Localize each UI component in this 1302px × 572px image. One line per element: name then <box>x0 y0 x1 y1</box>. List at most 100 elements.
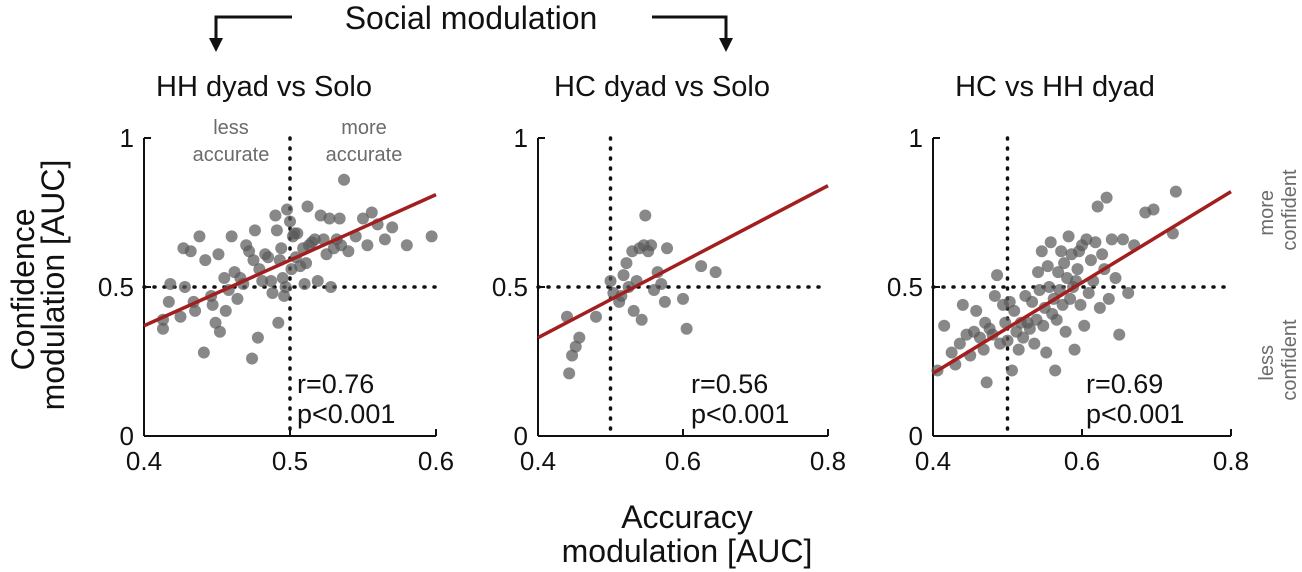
data-point <box>658 295 671 308</box>
y-tick-label: 0 <box>120 421 134 451</box>
data-point <box>1040 346 1053 359</box>
data-point <box>980 376 993 389</box>
y-tick-label: 0.5 <box>887 272 923 302</box>
data-point <box>1058 257 1071 270</box>
data-point <box>645 239 658 252</box>
regression-line <box>537 184 829 340</box>
less-accurate-line-1: less <box>213 117 249 139</box>
data-point <box>695 260 708 273</box>
data-point <box>231 292 244 305</box>
more-confident-line-2: confident <box>1279 169 1301 251</box>
data-point <box>301 200 314 213</box>
data-point <box>1017 331 1030 344</box>
data-point <box>189 304 202 317</box>
less-confident-label: less confident <box>1256 319 1301 401</box>
social-modulation-bracket <box>214 15 728 40</box>
y-tick-label: 1 <box>120 123 134 153</box>
bracket-left-line <box>214 15 292 40</box>
data-point <box>1055 245 1068 258</box>
stat-r: r=0.56 <box>691 369 768 399</box>
more-confident-label: more confident <box>1256 169 1301 251</box>
data-point <box>1122 286 1135 299</box>
data-point <box>311 275 324 288</box>
data-point <box>1062 230 1075 243</box>
data-point <box>1113 328 1126 341</box>
y-tick-label: 0.5 <box>492 272 528 302</box>
data-point <box>1100 191 1113 204</box>
data-point <box>342 245 355 258</box>
data-point <box>281 203 294 216</box>
data-point <box>620 257 633 270</box>
less-confident-line-1: less <box>1256 345 1278 381</box>
data-point <box>1049 364 1062 377</box>
bracket-right-arrowhead <box>719 38 733 52</box>
data-point <box>284 215 296 228</box>
more-accurate-line-1: more <box>341 117 387 139</box>
stat-p: p<0.001 <box>1086 399 1184 429</box>
y-tick-label: 1 <box>909 123 923 153</box>
panel-title: HH dyad vs Solo <box>156 71 372 103</box>
panel-hh-dyad-vs-solo: HH dyad vs Solo 0 0.5 1 0.4 0.5 0.6 r=0.76p<0.0… <box>98 71 454 476</box>
data-point <box>1116 233 1129 246</box>
data-point <box>977 343 990 356</box>
x-tick-label: 0.6 <box>1064 446 1100 476</box>
y-tick-label: 0 <box>909 421 923 451</box>
data-point <box>956 298 969 311</box>
data-point <box>973 331 986 344</box>
x-tick-label: 0.4 <box>915 446 951 476</box>
data-point <box>272 316 285 329</box>
data-point <box>1093 301 1106 314</box>
data-point <box>225 230 238 243</box>
y-axis-label-line-2: modulation [AUC] <box>35 160 71 411</box>
x-axis-label-line-2: modulation [AUC] <box>562 533 813 569</box>
x-tick-label: 0.8 <box>810 446 846 476</box>
less-accurate-line-2: accurate <box>193 144 270 166</box>
data-point <box>243 245 256 258</box>
data-point <box>206 298 219 311</box>
stat-r: r=0.69 <box>1086 369 1163 399</box>
data-point <box>639 209 652 222</box>
data-point <box>209 316 222 329</box>
panel-hc-dyad-vs-solo: HC dyad vs Solo 0 0.5 1 0.4 0.6 0.8 r=0.56p<0.0… <box>492 71 846 476</box>
data-point <box>938 319 951 332</box>
data-point <box>1005 364 1018 377</box>
bracket-right-line <box>652 15 728 40</box>
data-point <box>174 310 187 323</box>
data-point <box>291 227 304 240</box>
data-point <box>251 331 264 344</box>
data-point <box>1071 263 1084 276</box>
data-point <box>1105 233 1118 246</box>
data-point <box>197 346 210 359</box>
data-point <box>635 313 648 326</box>
data-point <box>278 289 291 302</box>
data-point <box>270 224 283 237</box>
y-tick-label: 0 <box>514 421 528 451</box>
more-accurate-line-2: accurate <box>326 144 403 166</box>
data-point <box>661 242 674 255</box>
data-point <box>378 233 391 246</box>
x-tick-label: 0.4 <box>126 446 162 476</box>
data-point <box>655 278 668 291</box>
data-point <box>193 230 206 243</box>
data-point <box>156 322 169 335</box>
data-point <box>338 173 351 186</box>
less-confident-line-2: confident <box>1279 319 1301 401</box>
data-point <box>275 242 288 255</box>
bracket-left-arrowhead <box>209 38 223 52</box>
data-point <box>590 310 602 323</box>
panel-title: HC dyad vs Solo <box>554 71 770 103</box>
data-point <box>1109 272 1122 285</box>
data-point <box>300 257 313 270</box>
data-point <box>256 275 269 288</box>
y-axis-label-line-1: Confidence <box>5 209 41 371</box>
panel-title: HC vs HH dyad <box>955 71 1155 103</box>
data-point <box>1003 295 1016 308</box>
data-point <box>1052 266 1065 279</box>
data-point <box>218 272 231 285</box>
data-point <box>1089 236 1102 249</box>
y-tick-label: 0.5 <box>98 272 134 302</box>
data-point <box>1082 286 1095 299</box>
data-point <box>248 224 261 237</box>
stat-r: r=0.76 <box>297 369 374 399</box>
